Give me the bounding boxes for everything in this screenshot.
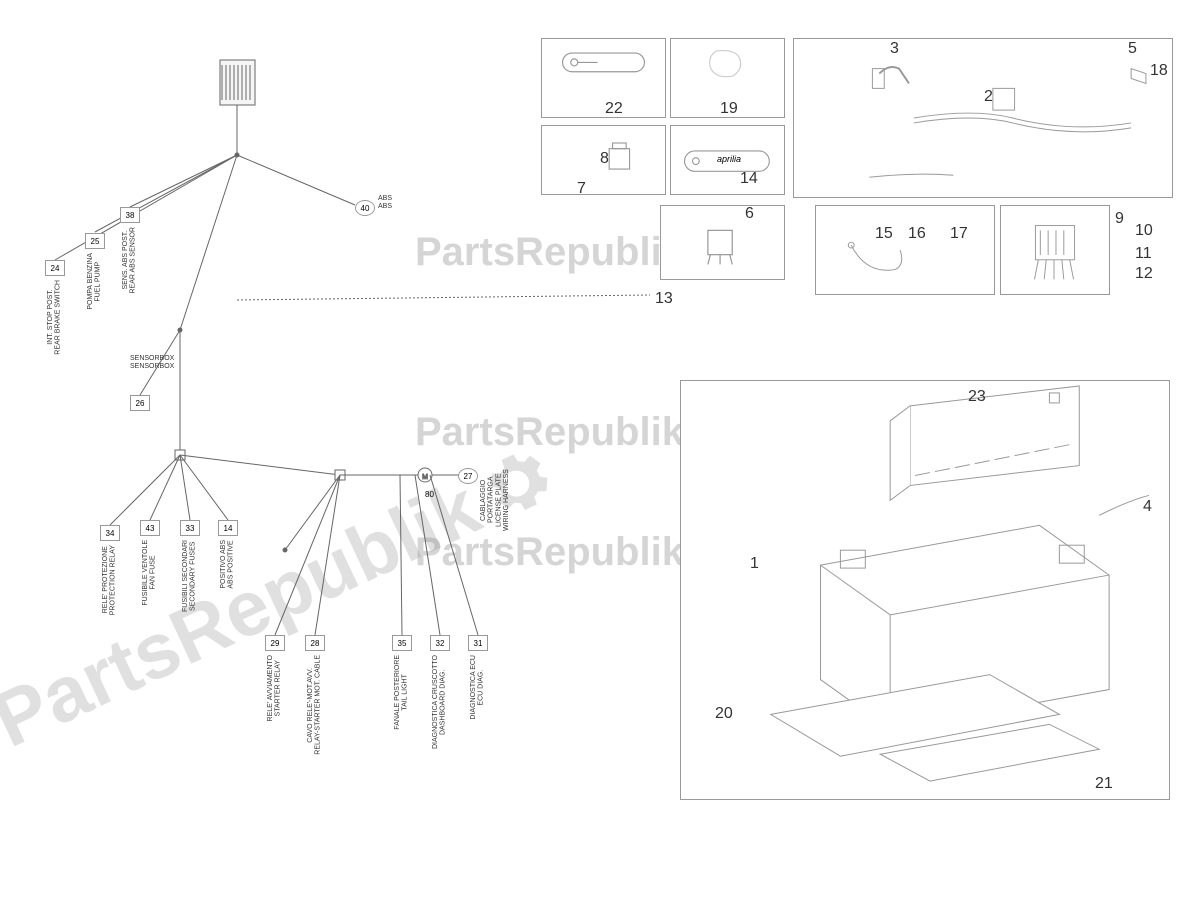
callout-5: 5 (1128, 40, 1137, 58)
wire-box-31: 31 (468, 635, 488, 651)
callout-19: 19 (720, 100, 738, 118)
wire-label-31: DIAGNOSTICA ECUECU DIAG. (470, 655, 485, 720)
wire-box-35: 35 (392, 635, 412, 651)
callout-20: 20 (715, 705, 733, 723)
part-box-9-12 (1000, 205, 1110, 295)
wire-box-33: 33 (180, 520, 200, 536)
callout-23: 23 (968, 388, 986, 406)
wire-label-38: SENS. ABS POST.REAR ABS SENSOR (122, 227, 137, 294)
callout-11: 11 (1135, 245, 1152, 263)
wire-box-38: 38 (120, 207, 140, 223)
callout-13: 13 (655, 290, 673, 308)
svg-text:M: M (422, 474, 428, 481)
wire-label-32: DIAGNOSTICA CRUSCOTTODASHBOARD DIAG. (432, 655, 447, 749)
callout-8: 8 (600, 150, 609, 168)
harness-assembly-icon (794, 39, 1172, 197)
callout-3: 3 (890, 40, 899, 58)
cable-icon (816, 206, 994, 294)
callout-2: 2 (984, 88, 993, 106)
part-box-main-harness (793, 38, 1173, 198)
part-box-15-17 (815, 205, 995, 295)
wire-box-14w: 14 (218, 520, 238, 536)
wire-label-29: RELE' AVVIAMENTOSTARTER RELAY (267, 655, 282, 721)
callout-22: 22 (605, 100, 623, 118)
wire-box-29: 29 (265, 635, 285, 651)
wire-box-40: 40 (355, 200, 375, 216)
callout-21: 21 (1095, 775, 1113, 793)
wire-box-32: 32 (430, 635, 450, 651)
label-80: 80 (425, 490, 434, 499)
connector-icon (661, 206, 784, 279)
wire-label-40: ABSABS (378, 195, 392, 210)
part-box-22 (541, 38, 666, 118)
component-icon (671, 39, 784, 86)
callout-1: 1 (750, 555, 759, 573)
wire-label-14w: POSITIVO ABSABS POSITIVE (220, 540, 235, 589)
parts-diagram: PartsRepublik PartsRepublik PartsRepubli… (0, 0, 1204, 903)
callout-4: 4 (1143, 498, 1152, 516)
wire-label-28: CAVO RELE'-MOT.AVV.RELAY-STARTER MOT. CA… (307, 655, 322, 755)
wire-label-35: FANALE POSTERIORETAIL LIGHT (394, 655, 409, 730)
callout-10: 10 (1135, 222, 1153, 240)
callout-16: 16 (908, 225, 926, 243)
part-box-battery (680, 380, 1170, 800)
wire-box-28: 28 (305, 635, 325, 651)
callout-9: 9 (1115, 210, 1124, 228)
wire-box-43: 43 (140, 520, 160, 536)
key-plate-icon (542, 39, 665, 86)
wire-label-24: INT. STOP POST.REAR BRAKE SWITCH (47, 280, 62, 355)
callout-15: 15 (875, 225, 893, 243)
callout-17: 17 (950, 225, 968, 243)
wire-label-43: FUSIBILE VENTOLEFAN FUSE (142, 540, 157, 606)
wire-label-33: FUSIBILI SECONDARISECONDARY FUSES (182, 540, 197, 612)
wire-label-25: POMPA BENZINAFUEL PUMP (87, 253, 102, 310)
wire-box-27: 27 (458, 468, 478, 484)
wire-label-27: CABLAGGIO PORTATARGALICENSE PLATE WIRING… (480, 460, 511, 540)
callout-14: 14 (740, 170, 758, 188)
wire-label-34: RELE' PROTEZIONEPROTECTION RELAY (102, 545, 117, 615)
wire-label-26: SENSORBOXSENSORBOX (130, 355, 174, 370)
fuse-box-icon (1001, 206, 1109, 294)
wire-box-25: 25 (85, 233, 105, 249)
callout-18: 18 (1150, 62, 1168, 80)
callout-12: 12 (1135, 265, 1153, 283)
aprilia-text: aprilia (717, 154, 741, 164)
battery-assembly-icon (681, 381, 1169, 799)
part-box-14: aprilia (670, 125, 785, 195)
callout-7: 7 (577, 180, 586, 198)
wire-box-24: 24 (45, 260, 65, 276)
wire-box-26: 26 (130, 395, 150, 411)
callout-6: 6 (745, 205, 754, 223)
part-box-6 (660, 205, 785, 280)
wire-box-34: 34 (100, 525, 120, 541)
